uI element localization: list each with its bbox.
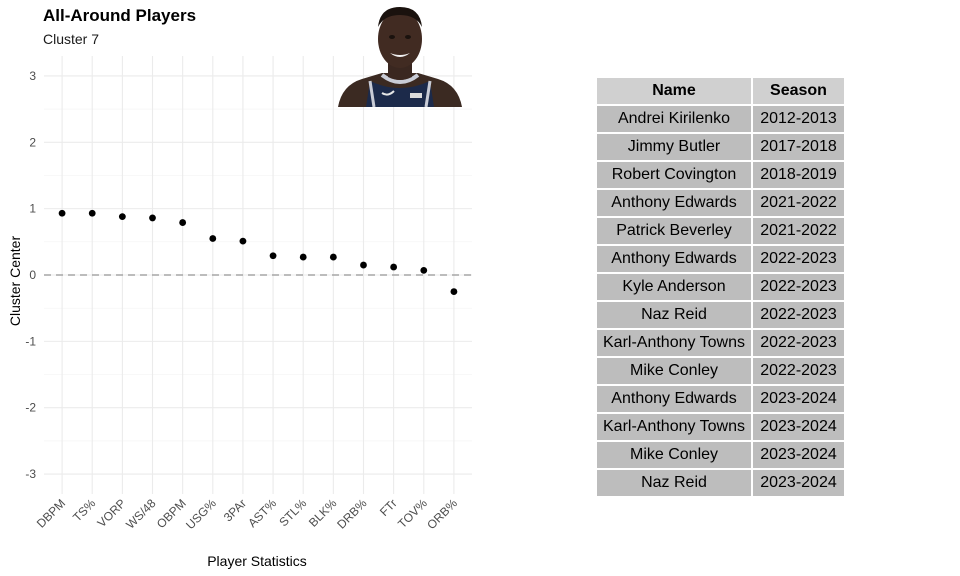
table-row: Naz Reid 2022-2023 — [597, 302, 846, 330]
cell-season: 2023-2024 — [753, 414, 846, 442]
x-tick-label: DRB% — [334, 496, 370, 532]
data-point — [58, 209, 66, 217]
table-row: Anthony Edwards 2022-2023 — [597, 246, 846, 274]
cell-season: 2023-2024 — [753, 442, 846, 470]
x-axis-label: Player Statistics — [207, 553, 307, 569]
y-tick-label: 2 — [29, 135, 36, 149]
data-point — [149, 214, 156, 222]
data-point — [299, 253, 307, 261]
header-season: Season — [753, 78, 846, 106]
cell-name: Karl-Anthony Towns — [597, 414, 753, 442]
cell-name: Karl-Anthony Towns — [597, 330, 753, 358]
cell-name: Anthony Edwards — [597, 190, 753, 218]
table-row: Mike Conley 2022-2023 — [597, 358, 846, 386]
x-tick-label: STL% — [276, 496, 309, 529]
x-tick-label: OBPM — [154, 496, 189, 531]
cell-season: 2023-2024 — [753, 386, 846, 414]
table-row: Anthony Edwards 2021-2022 — [597, 190, 846, 218]
data-point — [209, 235, 217, 242]
cell-season: 2022-2023 — [753, 358, 846, 386]
y-tick-label: -3 — [25, 467, 36, 481]
cell-season: 2022-2023 — [753, 274, 846, 302]
table-row: Karl-Anthony Towns 2022-2023 — [597, 330, 846, 358]
cell-name: Naz Reid — [597, 470, 753, 498]
cell-season: 2022-2023 — [753, 302, 846, 330]
chart-subtitle: Cluster 7 — [43, 31, 100, 47]
x-tick-label: USG% — [183, 496, 219, 532]
data-point — [420, 266, 428, 274]
chart-title: All-Around Players — [43, 6, 197, 25]
table-row: Naz Reid 2023-2024 — [597, 470, 846, 498]
cell-name: Anthony Edwards — [597, 386, 753, 414]
table-row: Robert Covington 2018-2019 — [597, 162, 846, 190]
cell-season: 2017-2018 — [753, 134, 846, 162]
cell-name: Jimmy Butler — [597, 134, 753, 162]
y-tick-labels: -3 -2 -1 0 1 2 3 — [25, 69, 36, 481]
table-row: Jimmy Butler 2017-2018 — [597, 134, 846, 162]
data-point — [118, 213, 126, 221]
cell-season: 2018-2019 — [753, 162, 846, 190]
data-point — [269, 252, 277, 260]
cell-season: 2022-2023 — [753, 330, 846, 358]
x-tick-label: TOV% — [395, 496, 430, 531]
table-row: Karl-Anthony Towns 2023-2024 — [597, 414, 846, 442]
y-tick-label: 1 — [29, 202, 36, 216]
cell-season: 2021-2022 — [753, 190, 846, 218]
data-point — [179, 219, 187, 226]
cell-name: Patrick Beverley — [597, 218, 753, 246]
x-tick-label: DBPM — [34, 496, 68, 530]
cell-name: Mike Conley — [597, 358, 753, 386]
y-tick-label: 3 — [29, 69, 36, 83]
cell-name: Robert Covington — [597, 162, 753, 190]
y-tick-label: 0 — [29, 268, 36, 282]
table-row: Kyle Anderson 2022-2023 — [597, 274, 846, 302]
data-point — [88, 209, 96, 217]
cell-name: Andrei Kirilenko — [597, 106, 753, 134]
players-table: Name Season Andrei Kirilenko 2012-2013 Jim… — [597, 78, 846, 498]
x-tick-label: FTr — [377, 496, 400, 519]
player-photo — [338, 7, 462, 107]
data-point — [390, 263, 398, 271]
x-tick-label: BLK% — [306, 496, 340, 530]
cell-season: 2023-2024 — [753, 470, 846, 498]
data-points — [58, 209, 458, 295]
x-tick-label: AST% — [245, 496, 279, 530]
table-row: Andrei Kirilenko 2012-2013 — [597, 106, 846, 134]
table-row: Mike Conley 2023-2024 — [597, 442, 846, 470]
table-header-row: Name Season — [597, 78, 846, 106]
data-point — [239, 237, 247, 245]
cell-season: 2021-2022 — [753, 218, 846, 246]
y-axis-label: Cluster Center — [7, 236, 23, 327]
y-tick-label: -1 — [25, 334, 36, 348]
cell-season: 2022-2023 — [753, 246, 846, 274]
header-name: Name — [597, 78, 753, 106]
data-point — [360, 261, 367, 269]
x-tick-label: WS/48 — [123, 496, 159, 532]
table-row: Patrick Beverley 2021-2022 — [597, 218, 846, 246]
cell-name: Mike Conley — [597, 442, 753, 470]
x-tick-label: ORB% — [424, 496, 460, 532]
x-tick-label: VORP — [95, 496, 129, 530]
y-tick-label: -2 — [25, 401, 36, 415]
cell-name: Anthony Edwards — [597, 246, 753, 274]
cell-season: 2012-2013 — [753, 106, 846, 134]
data-point — [450, 288, 458, 295]
table-row: Anthony Edwards 2023-2024 — [597, 386, 846, 414]
cell-name: Kyle Anderson — [597, 274, 753, 302]
cell-name: Naz Reid — [597, 302, 753, 330]
data-point — [329, 253, 337, 261]
